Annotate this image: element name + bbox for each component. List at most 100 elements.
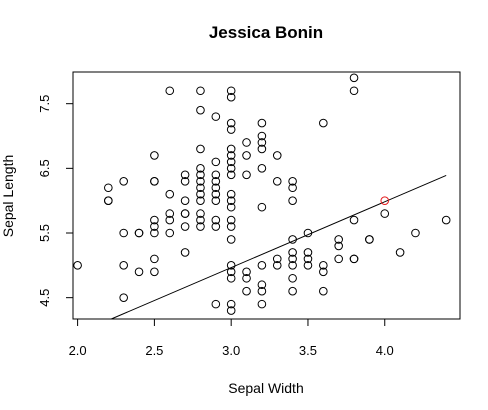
y-tick-label: 5.5 xyxy=(37,224,52,242)
data-point xyxy=(226,261,236,270)
data-point xyxy=(288,286,297,296)
data-point xyxy=(196,209,205,218)
data-point xyxy=(288,273,297,283)
y-tick-label: 6.5 xyxy=(37,159,52,177)
data-point xyxy=(134,267,144,277)
data-point xyxy=(242,151,251,160)
data-point xyxy=(242,138,251,147)
x-tick-label: 3.0 xyxy=(222,343,240,358)
data-point xyxy=(226,170,236,180)
chart-title: Jessica Bonin xyxy=(209,23,323,42)
data-point xyxy=(226,157,236,167)
data-point xyxy=(196,189,205,199)
data-point xyxy=(272,261,282,270)
data-point xyxy=(242,170,251,180)
data-point xyxy=(196,215,205,225)
data-point xyxy=(288,248,297,257)
data-point xyxy=(288,235,297,244)
data-point xyxy=(380,209,390,218)
data-point xyxy=(226,86,236,96)
data-point xyxy=(119,293,128,302)
x-axis-label: Sepal Width xyxy=(228,380,303,396)
data-point xyxy=(226,299,236,309)
x-tick-label: 3.5 xyxy=(299,343,317,358)
data-point xyxy=(303,228,313,238)
data-point xyxy=(211,189,221,199)
data-point xyxy=(211,170,221,180)
data-point xyxy=(288,254,297,264)
data-point xyxy=(226,235,236,244)
data-point xyxy=(211,183,221,193)
fit-line-layer xyxy=(111,174,447,320)
data-point xyxy=(226,273,236,283)
regression-line xyxy=(111,174,447,320)
data-point xyxy=(303,254,313,264)
y-tick-label: 7.5 xyxy=(37,95,52,113)
data-point xyxy=(272,151,282,160)
data-point xyxy=(334,235,343,244)
data-point xyxy=(211,112,221,121)
data-point xyxy=(334,241,343,251)
data-point xyxy=(196,183,205,193)
data-point xyxy=(226,164,236,173)
data-point xyxy=(211,196,221,205)
data-point xyxy=(257,118,267,128)
data-point xyxy=(226,267,236,277)
data-point xyxy=(257,261,267,270)
data-point xyxy=(211,222,221,231)
data-point xyxy=(226,189,236,199)
data-point xyxy=(319,286,328,296)
data-point xyxy=(349,86,359,96)
data-point xyxy=(196,222,205,231)
data-point xyxy=(411,228,420,238)
data-point xyxy=(211,299,221,309)
data-point xyxy=(242,286,251,296)
data-point xyxy=(180,196,190,205)
data-point xyxy=(180,170,190,180)
data-point xyxy=(257,286,267,296)
data-point xyxy=(196,196,205,205)
data-point xyxy=(349,73,359,83)
data-point xyxy=(303,248,313,257)
data-point xyxy=(349,215,359,225)
data-point xyxy=(288,261,297,270)
data-point xyxy=(257,164,267,173)
data-point xyxy=(257,131,267,141)
data-point xyxy=(180,222,190,231)
data-point xyxy=(150,254,159,264)
data-point xyxy=(73,261,82,270)
data-point xyxy=(150,215,159,225)
data-point xyxy=(150,151,159,160)
data-point xyxy=(242,273,251,283)
plot-frame xyxy=(72,71,461,320)
data-point xyxy=(196,86,205,96)
data-point xyxy=(257,202,267,212)
y-tick-label: 4.5 xyxy=(37,289,52,307)
data-point xyxy=(165,189,175,199)
data-point xyxy=(196,170,205,180)
data-point xyxy=(334,254,343,264)
data-point xyxy=(150,228,159,238)
x-tick-label: 2.0 xyxy=(69,343,87,358)
data-point xyxy=(257,138,267,147)
data-point xyxy=(150,176,159,186)
data-point xyxy=(196,176,205,186)
data-point xyxy=(196,105,205,115)
data-point xyxy=(211,176,221,186)
data-point xyxy=(104,183,113,193)
data-point xyxy=(226,306,236,315)
data-point xyxy=(257,144,267,154)
data-point xyxy=(165,209,175,218)
data-point xyxy=(211,215,221,225)
data-point xyxy=(150,267,159,277)
data-point xyxy=(288,176,297,186)
data-point xyxy=(211,157,221,167)
data-point xyxy=(272,254,282,264)
data-point xyxy=(150,222,159,231)
y-axis: 4.5 5.5 6.5 7.5 xyxy=(37,95,74,307)
y-axis-label: Sepal Length xyxy=(0,155,16,238)
data-point xyxy=(319,267,328,277)
data-point xyxy=(257,280,267,290)
data-point xyxy=(242,267,251,277)
